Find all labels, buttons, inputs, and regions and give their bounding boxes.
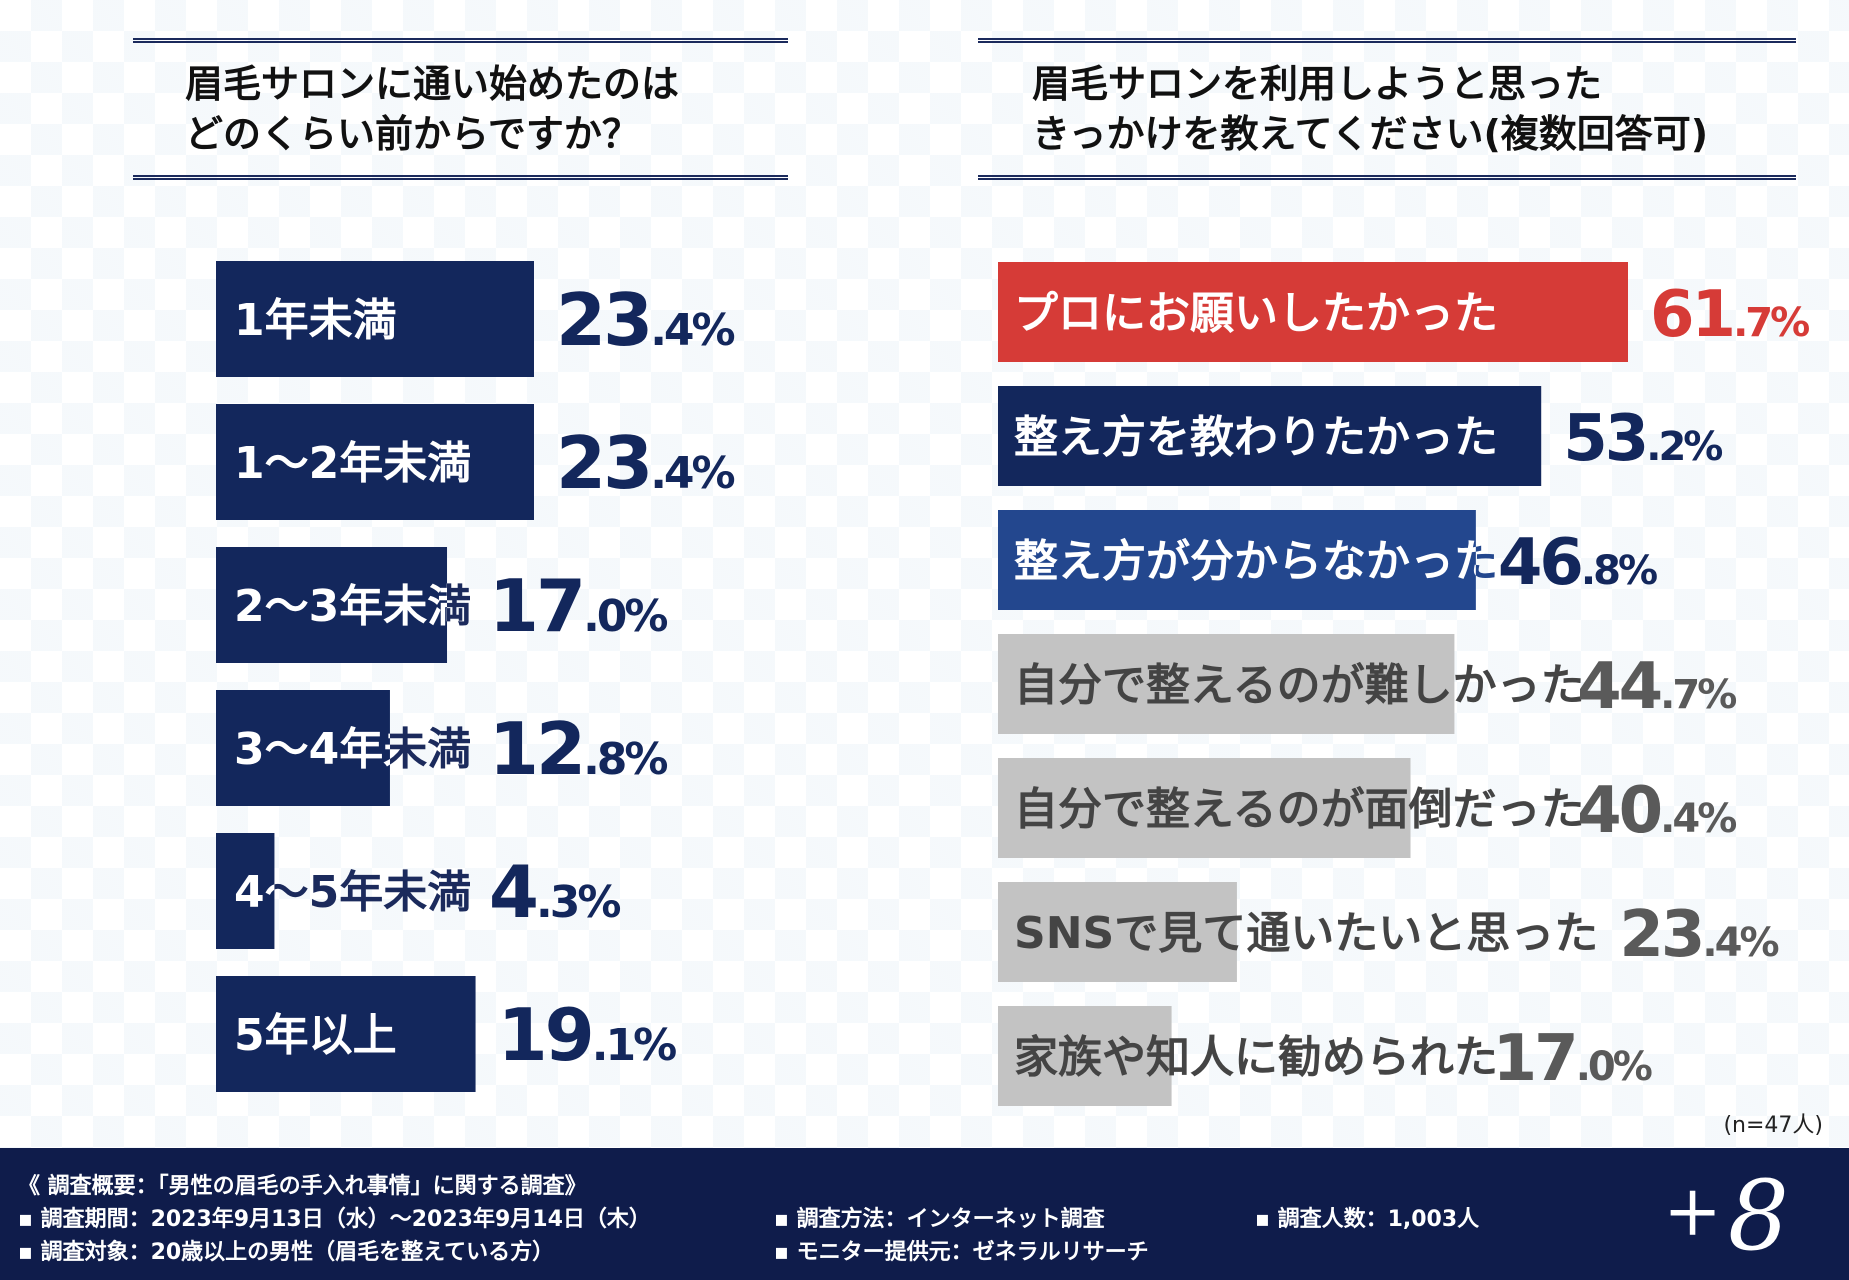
left-bar [216, 976, 476, 1092]
right-question-title: 眉毛サロンを利用しようと思った きっかけを教えてください(複数回答可) [1032, 62, 1709, 156]
right-bar [998, 634, 1455, 734]
left-bar-category: 1年未満 [234, 295, 397, 346]
right-bar-category-inbar: 整え方が分からなかった [1014, 536, 1498, 587]
survey-target: ▪ 調査対象：20歳以上の男性（眉毛を整えている方） [18, 1240, 555, 1265]
survey-period: ▪ 調査期間：2023年9月13日（水）～2023年9月14日（木） [18, 1207, 651, 1232]
right-bar-value: 40.4% [1577, 774, 1736, 848]
left-bar [216, 261, 534, 377]
right-bar-category-inbar: プロにお願いしたかった [1014, 288, 1498, 339]
left-bar-value: 23.4% [556, 278, 735, 362]
right-bar-value: 53.2% [1563, 402, 1722, 476]
left-bar-category-inbar: 5年以上 [234, 1010, 397, 1061]
left-question-header: 眉毛サロンに通い始めたのは どのくらい前からですか？ [133, 38, 788, 180]
right-bar [998, 386, 1542, 486]
survey-summary: 《 調査概要：「男性の眉毛の手入れ事情」に関する調査》 [18, 1174, 587, 1199]
left-bar-value: 17.0% [489, 564, 668, 648]
right-question-header: 眉毛サロンを利用しようと思った きっかけを教えてください(複数回答可) [978, 38, 1796, 180]
left-bar [216, 690, 390, 806]
right-bar-value: 46.8% [1498, 526, 1657, 600]
left-bar-value: 19.1% [498, 993, 677, 1077]
sample-size-note: (n=47人) [1723, 1113, 1823, 1138]
right-bar-category: 家族や知人に勧められた [1014, 1032, 1498, 1083]
right-bar [998, 262, 1628, 362]
right-bar-category: 整え方を教わりたかった [1014, 412, 1498, 463]
left-bar-category-inbar: 2〜3年未満 [234, 581, 471, 632]
right-bar-category: プロにお願いしたかった [1014, 288, 1498, 339]
left-bar-category-inbar: 1年未満 [234, 295, 397, 346]
survey-monitor: ▪ モニター提供元：ゼネラルリサーチ [774, 1240, 1149, 1265]
left-bar-category: 5年以上 [234, 1010, 397, 1061]
survey-footer: 《 調査概要：「男性の眉毛の手入れ事情」に関する調査》 ▪ 調査期間：2023年… [0, 1148, 1849, 1280]
left-bar-category: 1〜2年未満 [234, 438, 471, 489]
right-bar [998, 1006, 1172, 1106]
left-bar-category: 2〜3年未満 [234, 581, 471, 632]
right-bar-category-inbar: 整え方を教わりたかった [1014, 412, 1498, 463]
right-bar-value: 17.0% [1493, 1022, 1652, 1096]
right-bar-category: 自分で整えるのが面倒だった [1014, 784, 1585, 835]
left-bar-value: 23.4% [556, 421, 735, 505]
left-bar [216, 547, 448, 663]
survey-method: ▪ 調査方法：インターネット調査 [774, 1207, 1105, 1232]
left-bar-value: 12.8% [489, 707, 668, 791]
brand-logo: +8 [1663, 1160, 1789, 1272]
left-bar-category-inbar: 1〜2年未満 [234, 438, 471, 489]
right-bar-category: SNSで見て通いたいと思った [1014, 908, 1598, 959]
left-bar-value: 4.3% [489, 850, 620, 934]
right-bar-value: 44.7% [1577, 650, 1736, 724]
right-bar [998, 882, 1237, 982]
left-bar-category-inbar: 3〜4年未満 [234, 724, 471, 775]
left-bar-category-inbar: 4〜5年未満 [234, 867, 471, 918]
left-bar-category: 4〜5年未満 [234, 867, 471, 918]
right-bar-category: 自分で整えるのが難しかった [1014, 660, 1585, 711]
right-bar [998, 758, 1411, 858]
left-bar-category: 3〜4年未満 [234, 724, 471, 775]
survey-count: ▪ 調査人数：1,003人 [1255, 1207, 1480, 1232]
left-bar [216, 833, 275, 949]
right-bar-category: 整え方が分からなかった [1014, 536, 1498, 587]
right-bar-value: 61.7% [1650, 278, 1809, 352]
right-bar [998, 510, 1476, 610]
left-bar [216, 404, 534, 520]
left-question-title: 眉毛サロンに通い始めたのは どのくらい前からですか？ [185, 62, 680, 156]
right-bar-value: 23.4% [1619, 898, 1778, 972]
